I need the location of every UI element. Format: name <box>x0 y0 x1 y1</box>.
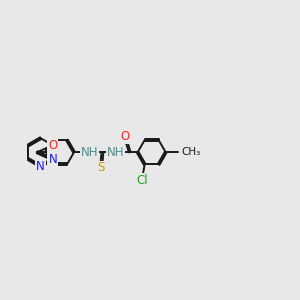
Text: N: N <box>36 160 45 173</box>
Text: N: N <box>48 153 57 166</box>
Text: NH: NH <box>81 146 98 159</box>
Text: O: O <box>48 139 57 152</box>
Text: Cl: Cl <box>136 174 148 187</box>
Text: CH₃: CH₃ <box>181 147 200 157</box>
Text: NH: NH <box>107 146 124 159</box>
Text: O: O <box>120 130 129 143</box>
Text: S: S <box>98 161 105 175</box>
